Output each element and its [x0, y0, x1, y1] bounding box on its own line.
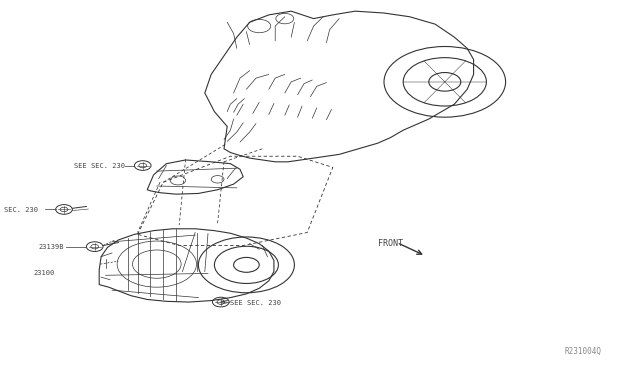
- Text: R231004Q: R231004Q: [564, 347, 602, 356]
- Text: SEE SEC. 230: SEE SEC. 230: [0, 207, 38, 213]
- Text: 23139B: 23139B: [38, 244, 64, 250]
- Text: FRONT: FRONT: [378, 239, 403, 248]
- Text: 23100: 23100: [33, 270, 54, 276]
- Text: SEE SEC. 230: SEE SEC. 230: [74, 163, 125, 169]
- Text: SEE SEC. 230: SEE SEC. 230: [230, 300, 282, 306]
